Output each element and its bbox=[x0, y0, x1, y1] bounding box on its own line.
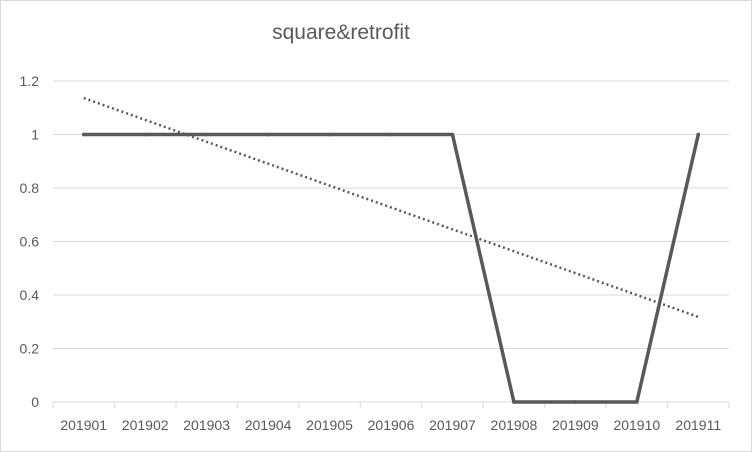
data-point bbox=[573, 400, 578, 404]
y-tick-label: 0.6 bbox=[20, 234, 40, 250]
x-tick-label: 201907 bbox=[429, 417, 476, 433]
x-tick-label: 201910 bbox=[613, 417, 660, 433]
data-point bbox=[143, 132, 147, 137]
x-tick-label: 201911 bbox=[675, 417, 721, 433]
data-point bbox=[450, 132, 455, 137]
data-point bbox=[204, 132, 209, 137]
x-tick-label: 201904 bbox=[245, 417, 292, 433]
data-point bbox=[635, 400, 639, 404]
y-tick-label: 0.4 bbox=[20, 287, 40, 303]
chart-title: square&retrofit bbox=[272, 21, 410, 44]
x-tick-label: 201908 bbox=[491, 417, 538, 433]
x-tick-label: 201902 bbox=[122, 417, 169, 433]
y-tick-label: 0 bbox=[31, 394, 39, 410]
x-tick-label: 201903 bbox=[183, 417, 230, 433]
data-point bbox=[512, 400, 516, 404]
series-line bbox=[81, 132, 701, 404]
data-point bbox=[266, 132, 270, 137]
x-tick-label: 201901 bbox=[60, 417, 107, 433]
data-point bbox=[327, 132, 332, 137]
data-point bbox=[696, 132, 701, 137]
y-tick-label: 1 bbox=[31, 127, 39, 143]
data-point bbox=[389, 132, 393, 137]
y-tick-label: 1.2 bbox=[20, 73, 40, 89]
data-point bbox=[81, 132, 86, 137]
x-tick-label: 201905 bbox=[306, 417, 353, 433]
trendline bbox=[83, 96, 699, 319]
x-tick-label: 201906 bbox=[368, 417, 415, 433]
y-tick-label: 0.2 bbox=[20, 341, 40, 357]
y-tick-label: 0.8 bbox=[20, 180, 40, 196]
x-tick-label: 201909 bbox=[552, 417, 599, 433]
